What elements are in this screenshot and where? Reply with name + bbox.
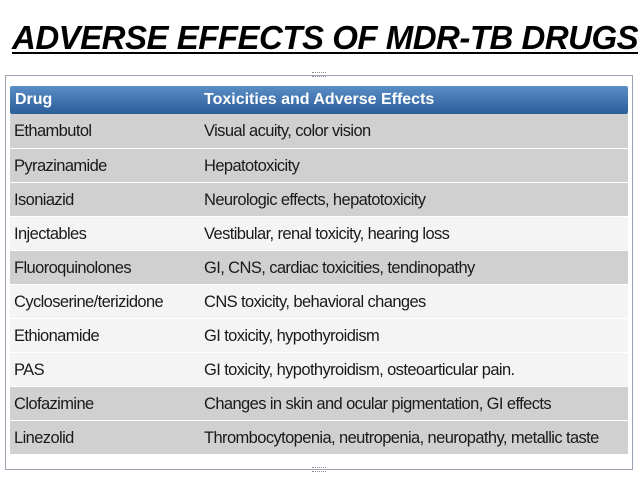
slide-title: ADVERSE EFFECTS OF MDR-TB DRUGS — [12, 19, 638, 56]
effects-cell: Hepatotoxicity — [204, 157, 300, 175]
table-body: Ethambutol Visual acuity, color vision Py… — [10, 114, 628, 454]
table-row: PAS GI toxicity, hypothyroidism, osteoart… — [10, 352, 628, 386]
effects-cell: Vestibular, renal toxicity, hearing loss — [204, 225, 450, 243]
drug-cell: Cycloserine/terizidone — [14, 293, 164, 311]
adverse-effects-table: Drug Toxicities and Adverse Effects Etha… — [10, 86, 628, 466]
effects-cell: Visual acuity, color vision — [204, 122, 371, 140]
drug-cell: Ethionamide — [14, 327, 100, 345]
table-row: Ethambutol Visual acuity, color vision — [10, 114, 628, 148]
frame-handle-top[interactable] — [312, 72, 326, 77]
table-row: Linezolid Thrombocytopenia, neutropenia, … — [10, 420, 628, 454]
table-row: Pyrazinamide Hepatotoxicity — [10, 148, 628, 182]
table-row: Cycloserine/terizidone CNS toxicity, beha… — [10, 284, 628, 318]
table-row: Isoniazid Neurologic effects, hepatotoxic… — [10, 182, 628, 216]
effects-cell: CNS toxicity, behavioral changes — [204, 293, 426, 311]
drug-cell: Isoniazid — [14, 191, 74, 209]
drug-cell: Ethambutol — [14, 122, 92, 140]
table-header-row: Drug Toxicities and Adverse Effects — [10, 86, 628, 114]
drug-cell: PAS — [14, 361, 45, 379]
effects-cell: GI, CNS, cardiac toxicities, tendinopath… — [204, 259, 475, 277]
effects-cell: GI toxicity, hypothyroidism — [204, 327, 380, 345]
table-row: Fluoroquinolones GI, CNS, cardiac toxicit… — [10, 250, 628, 284]
table-row: Clofazimine Changes in skin and ocular pi… — [10, 386, 628, 420]
frame-handle-bottom[interactable] — [312, 467, 326, 472]
drug-cell: Pyrazinamide — [14, 157, 107, 175]
table-row: Injectables Vestibular, renal toxicity, h… — [10, 216, 628, 250]
table-row: Ethionamide GI toxicity, hypothyroidism — [10, 318, 628, 352]
effects-cell: GI toxicity, hypothyroidism, osteoarticu… — [204, 361, 515, 379]
drug-cell: Linezolid — [14, 429, 74, 447]
effects-cell: Changes in skin and ocular pigmentation,… — [204, 395, 552, 413]
header-drug: Drug — [15, 91, 53, 108]
drug-cell: Fluoroquinolones — [14, 259, 132, 277]
drug-cell: Injectables — [14, 225, 87, 243]
drug-cell: Clofazimine — [14, 395, 94, 413]
header-effects: Toxicities and Adverse Effects — [204, 91, 435, 108]
effects-cell: Thrombocytopenia, neutropenia, neuropath… — [204, 429, 599, 447]
effects-cell: Neurologic effects, hepatotoxicity — [204, 191, 426, 209]
